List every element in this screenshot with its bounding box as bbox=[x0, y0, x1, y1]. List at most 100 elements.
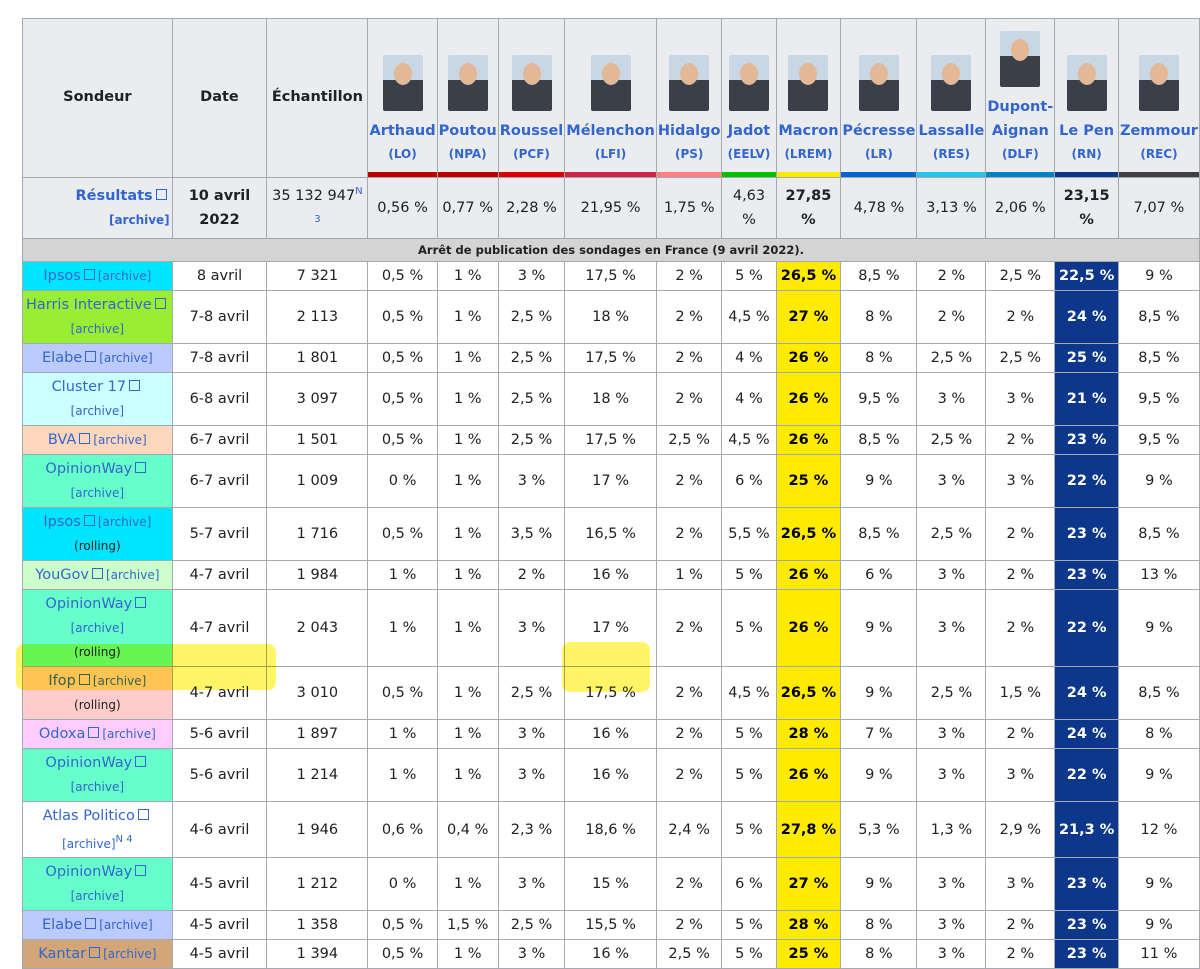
candidate-party[interactable]: (NPA) bbox=[448, 147, 487, 161]
footnote[interactable]: N 3 bbox=[314, 186, 363, 225]
vote-share: 2,5 % bbox=[655, 939, 723, 969]
pollster-link[interactable]: OpinionWay bbox=[45, 754, 133, 771]
candidate-party[interactable]: (LO) bbox=[388, 147, 417, 161]
archive-link[interactable]: [archive] bbox=[97, 514, 152, 529]
archive-link[interactable]: [archive] bbox=[70, 889, 125, 904]
pollster-link[interactable]: Odoxa bbox=[38, 725, 86, 742]
candidate-name[interactable]: Hidalgo bbox=[657, 123, 721, 139]
pollster-link[interactable]: OpinionWay bbox=[45, 595, 133, 612]
candidate-name[interactable]: Arthaud bbox=[369, 123, 436, 139]
pollster-link[interactable]: BVA bbox=[47, 431, 77, 448]
candidate-party[interactable]: (PS) bbox=[674, 147, 704, 161]
candidate-party[interactable]: (RES) bbox=[932, 147, 970, 161]
external-link-icon bbox=[135, 596, 147, 608]
vote-share: 9 % bbox=[840, 747, 918, 802]
candidate-name[interactable]: Macron bbox=[778, 123, 839, 139]
vote-share: 26 % bbox=[775, 424, 842, 455]
vote-share: 2,5 % bbox=[985, 342, 1056, 373]
pollster-cell: Ipsos [archive] (rolling) bbox=[22, 506, 173, 561]
candidate-name[interactable]: Dupont-Aignan bbox=[987, 99, 1054, 139]
vote-share: 0,5 % bbox=[367, 506, 438, 561]
candidate-name[interactable]: Zemmour bbox=[1119, 123, 1198, 139]
pollster-link[interactable]: Kantar bbox=[38, 946, 87, 963]
poll-date: 5-7 avril bbox=[171, 506, 268, 561]
candidate-party[interactable]: (DLF) bbox=[1001, 147, 1039, 161]
vote-share: 2,5 % bbox=[497, 371, 566, 426]
candidate-party[interactable]: (EELV) bbox=[727, 147, 771, 161]
poll-sample: 1 946 bbox=[266, 800, 369, 859]
vote-share: 2,5 % bbox=[655, 424, 723, 455]
vote-share: 8 % bbox=[840, 939, 918, 969]
footnote[interactable]: N 4 bbox=[115, 833, 133, 845]
candidate-name[interactable]: Pécresse bbox=[842, 123, 916, 139]
vote-share: 18 % bbox=[564, 371, 657, 426]
vote-share: 9 % bbox=[840, 453, 918, 508]
vote-share: 27,8 % bbox=[775, 800, 842, 859]
candidate-name[interactable]: Le Pen bbox=[1059, 123, 1115, 139]
archive-link[interactable]: [archive] bbox=[62, 836, 116, 851]
vote-share: 1 % bbox=[436, 506, 499, 561]
vote-share: 22 % bbox=[1054, 588, 1119, 667]
candidate-party[interactable]: (REC) bbox=[1140, 147, 1178, 161]
vote-share: 2,5 % bbox=[497, 342, 566, 373]
pollster-link[interactable]: Ipsos bbox=[43, 513, 81, 530]
vote-share: 16 % bbox=[564, 939, 657, 969]
archive-link[interactable]: [archive] bbox=[70, 620, 125, 635]
vote-share: 9 % bbox=[1117, 910, 1200, 941]
pollster-link[interactable]: Atlas Politico bbox=[42, 807, 135, 824]
candidate-party[interactable]: (RN) bbox=[1071, 147, 1102, 161]
candidate-party[interactable]: (LR) bbox=[864, 147, 893, 161]
external-link-icon bbox=[91, 567, 103, 579]
archive-link[interactable]: [archive] bbox=[70, 321, 125, 336]
pollster-cell: OpinionWay [archive] bbox=[22, 857, 173, 912]
pollster-link[interactable]: Harris Interactive bbox=[25, 296, 152, 313]
results-link[interactable]: Résultats bbox=[75, 187, 153, 204]
archive-link[interactable]: [archive] bbox=[99, 350, 153, 365]
vote-share: 2,28 % bbox=[497, 177, 566, 239]
pollster-link[interactable]: Elabe bbox=[42, 349, 83, 366]
external-link-icon bbox=[88, 726, 100, 738]
pollster-link[interactable]: OpinionWay bbox=[45, 460, 133, 477]
candidate-name[interactable]: Roussel bbox=[499, 123, 564, 139]
archive-link[interactable]: [archive] bbox=[70, 779, 125, 794]
pollster-link[interactable]: Elabe bbox=[42, 917, 83, 934]
vote-share: 1,5 % bbox=[985, 665, 1056, 720]
vote-share: 3 % bbox=[916, 453, 987, 508]
vote-share: 22 % bbox=[1054, 747, 1119, 802]
candidate-name[interactable]: Lassalle bbox=[918, 123, 985, 139]
candidate-name[interactable]: Jadot bbox=[727, 123, 771, 139]
vote-share: 9,5 % bbox=[1117, 371, 1200, 426]
candidate-name[interactable]: Mélenchon bbox=[566, 123, 655, 139]
archive-link[interactable]: [archive] bbox=[97, 268, 152, 283]
vote-share: 0,5 % bbox=[367, 342, 438, 373]
candidate-party[interactable]: (LFI) bbox=[594, 147, 627, 161]
archive-link[interactable]: [archive] bbox=[70, 403, 125, 418]
vote-share: 0,6 % bbox=[367, 800, 438, 859]
vote-share: 7,07 % bbox=[1117, 177, 1200, 239]
pollster-link[interactable]: OpinionWay bbox=[45, 864, 133, 881]
archive-link[interactable]: [archive] bbox=[93, 432, 147, 447]
vote-share: 0,77 % bbox=[436, 177, 499, 239]
candidate-name[interactable]: Poutou bbox=[438, 123, 497, 139]
vote-share: 8 % bbox=[840, 289, 918, 344]
vote-share: 11 % bbox=[1117, 939, 1200, 969]
pollster-link[interactable]: Cluster 17 bbox=[51, 378, 127, 395]
poll-sample: 1 801 bbox=[266, 342, 369, 373]
candidate-party[interactable]: (PCF) bbox=[513, 147, 550, 161]
vote-share: 1 % bbox=[367, 588, 438, 667]
archive-link[interactable]: [archive] bbox=[105, 567, 160, 582]
pollster-link[interactable]: Ipsos bbox=[43, 267, 81, 284]
archive-link[interactable]: [archive] bbox=[102, 726, 156, 741]
vote-share: 2 % bbox=[985, 910, 1056, 941]
archive-link[interactable]: [archive] bbox=[99, 918, 153, 933]
pollster-link[interactable]: YouGov bbox=[35, 566, 89, 583]
vote-share: 3,5 % bbox=[497, 506, 566, 561]
archive-link[interactable]: [archive] bbox=[70, 485, 125, 500]
vote-share: 2 % bbox=[655, 260, 723, 291]
archive-link[interactable]: [archive] bbox=[108, 212, 170, 227]
vote-share: 26 % bbox=[775, 559, 842, 590]
poll-sample: 3 010 bbox=[266, 665, 369, 720]
archive-link[interactable]: [archive] bbox=[103, 947, 157, 962]
candidate-header: Zemmour (REC) bbox=[1117, 18, 1200, 178]
candidate-party[interactable]: (LREM) bbox=[784, 147, 833, 161]
